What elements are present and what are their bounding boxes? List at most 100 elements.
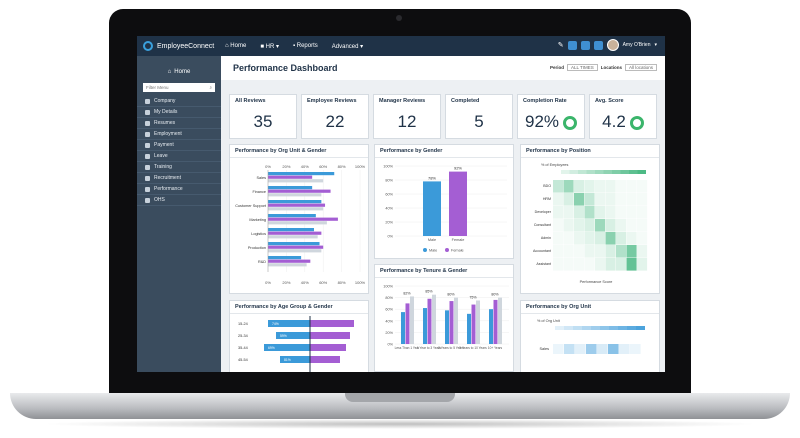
heat-cell <box>563 219 574 232</box>
bar-male <box>268 256 302 260</box>
card-title: Performance by Age Group & Gender <box>230 301 368 314</box>
axis-label: Performance Score <box>580 280 613 284</box>
locations-select[interactable]: All locations <box>624 64 657 71</box>
heat-cell <box>605 232 616 245</box>
sidebar-home[interactable]: ⌂ Home <box>137 64 221 80</box>
pencil-icon[interactable]: ✎ <box>557 42 564 49</box>
filter-menu-input[interactable]: Filter Menu ⌕ <box>143 83 215 92</box>
sidebar-item-resumes[interactable]: Resumes <box>137 118 221 129</box>
heat-cell <box>608 344 619 354</box>
messages-icon[interactable] <box>580 40 590 50</box>
kpi-card[interactable]: Manager Reviews 12 <box>373 94 441 139</box>
heat-cell <box>595 219 606 232</box>
scale-cell <box>569 170 578 174</box>
heat-cell <box>626 206 637 219</box>
kpi-card[interactable]: Completion Rate 92% <box>517 94 585 139</box>
tick-label: 20% <box>282 164 290 169</box>
heat-cell <box>563 245 574 258</box>
sidebar-list: Company My Details Resumes Employment Paymen… <box>137 96 221 206</box>
kpi-card[interactable]: Employee Reviews 22 <box>301 94 369 139</box>
sidebar-item-label: Resumes <box>154 120 176 126</box>
period-select[interactable]: ALL TIMES <box>566 64 598 71</box>
scale-cell <box>600 326 609 330</box>
nav-reports[interactable]: ▪ Reports <box>292 42 318 49</box>
sidebar-item-ohs[interactable]: OHS <box>137 195 221 206</box>
heat-cell <box>605 206 616 219</box>
scale-cell <box>578 170 587 174</box>
kpi-label: Employee Reviews <box>307 98 357 104</box>
bar-male <box>268 186 313 190</box>
scale-cell <box>561 170 570 174</box>
gender-chart: 0% 20% 40% 60% 80% 100% 78% Male 92% Female Male Fe… <box>383 165 507 253</box>
nav-advanced[interactable]: Advanced ▾ <box>331 43 364 50</box>
sidebar-item-recruitment[interactable]: Recruitment <box>137 173 221 184</box>
filters-bar: Period ALL TIMES Locations All locations <box>550 64 657 71</box>
scale-cell <box>637 170 646 174</box>
org-unit-gender-chart: 0% 0% 20% 20% 40% 40% 60% 60% 80% 80% 100% 100% Sale… <box>235 164 366 285</box>
tick-label: 80% <box>338 164 346 169</box>
notification-icon[interactable] <box>567 40 577 50</box>
app-name: EmployeeConnect <box>157 42 215 50</box>
tasks-icon[interactable] <box>593 40 603 50</box>
heat-cell <box>574 219 585 232</box>
card-org-unit: Performance by Org Unit % of Org Unit Sal… <box>520 300 660 372</box>
tick-label: 0% <box>388 343 394 347</box>
bar-male <box>268 214 316 218</box>
kpi-card[interactable]: All Reviews 35 <box>229 94 297 139</box>
sidebar-home-label: Home <box>174 69 191 75</box>
app-logo[interactable]: EmployeeConnect <box>137 41 219 51</box>
heat-cell <box>630 344 641 354</box>
heat-cell <box>553 219 564 232</box>
sidebar-item-label: Payment <box>154 142 174 148</box>
bar-overall <box>410 296 414 344</box>
category-label: 3 Years to 5 Years <box>438 346 464 350</box>
heat-cell <box>637 206 648 219</box>
bar-male <box>280 356 310 363</box>
sidebar-item-leave[interactable]: Leave <box>137 151 221 162</box>
bar-overall <box>454 297 458 344</box>
heat-cell <box>553 193 564 206</box>
chevron-down-icon[interactable]: ▾ <box>654 42 657 48</box>
sidebar-item-my-details[interactable]: My Details <box>137 107 221 118</box>
sidebar-item-label: Performance <box>154 186 183 192</box>
progress-ring-icon <box>629 115 644 130</box>
tick-label: 40% <box>301 164 309 169</box>
kpi-card[interactable]: Avg. Score 4.2 <box>589 94 657 139</box>
menu-icon <box>145 175 150 181</box>
logo-icon <box>143 41 153 51</box>
sidebar-item-performance[interactable]: Performance <box>137 184 221 195</box>
bar-overall <box>432 294 436 344</box>
sidebar-item-employment[interactable]: Employment <box>137 129 221 140</box>
avatar[interactable] <box>606 39 619 51</box>
kpi-card[interactable]: Completed 5 <box>445 94 513 139</box>
kpi-value: 92% <box>524 112 560 131</box>
category-label: Male <box>428 238 436 242</box>
data-label: 80% <box>491 293 499 297</box>
heat-cell <box>619 344 630 354</box>
heat-cell <box>605 219 616 232</box>
sidebar-item-training[interactable]: Training <box>137 162 221 173</box>
bar-female <box>268 203 326 207</box>
menu-icon <box>145 120 150 126</box>
data-label: 69% <box>268 346 275 350</box>
nav-hr[interactable]: ■ HR ▾ <box>260 43 279 50</box>
scale-cell <box>591 326 600 330</box>
camera-icon <box>396 15 402 21</box>
tick-label: 80% <box>385 296 393 300</box>
tick-label: 40% <box>385 319 393 323</box>
heat-cell <box>574 232 585 245</box>
sidebar-item-payment[interactable]: Payment <box>137 140 221 151</box>
tick-label: 100% <box>355 280 366 285</box>
heat-cell <box>563 206 574 219</box>
user-name[interactable]: Amy O'Brien <box>622 42 651 48</box>
nav-home[interactable]: ⌂ Home <box>225 42 247 49</box>
scale-cell <box>603 170 612 174</box>
card-org-unit-gender: Performance by Org Unit & Gender 0% 0% 20%… <box>229 144 369 294</box>
heat-cell <box>626 258 637 271</box>
nav-reports-label: Reports <box>296 42 318 49</box>
bar-overall <box>268 249 322 253</box>
filter-placeholder: Filter Menu <box>146 85 169 90</box>
tick-label: 100% <box>383 165 393 169</box>
sidebar-item-company[interactable]: Company <box>137 96 221 107</box>
main-nav: ⌂ Home ■ HR ▾ ▪ Reports Advanced ▾ <box>219 43 363 50</box>
